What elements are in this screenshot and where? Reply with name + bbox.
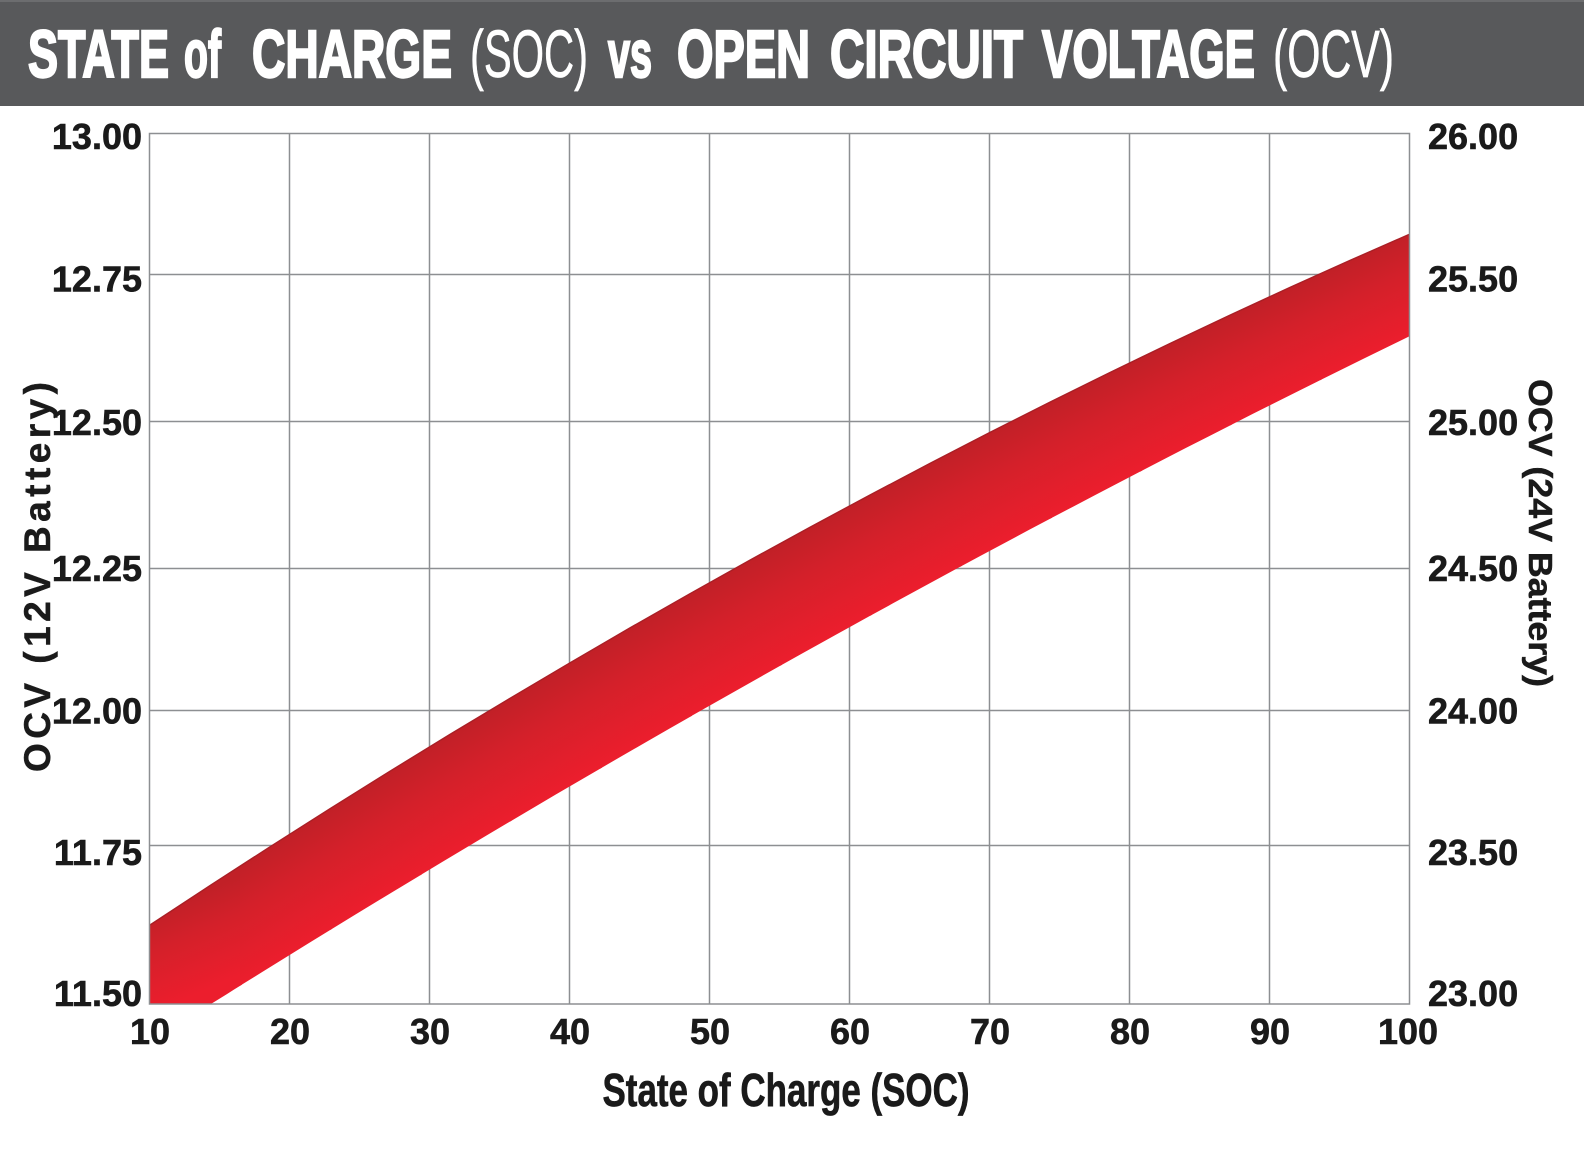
svg-text:CIRCUIT: CIRCUIT [830,17,1023,92]
svg-text:State of Charge (SOC): State of Charge (SOC) [603,1064,970,1116]
svg-text:70: 70 [970,1011,1010,1052]
svg-text:23.50: 23.50 [1428,832,1518,873]
svg-text:(SOC): (SOC) [470,17,588,92]
svg-text:24.50: 24.50 [1428,548,1518,589]
svg-text:30: 30 [410,1011,450,1052]
svg-text:10: 10 [130,1011,170,1052]
svg-text:50: 50 [690,1011,730,1052]
svg-text:60: 60 [830,1011,870,1052]
svg-text:12.00: 12.00 [52,691,142,732]
svg-text:26.00: 26.00 [1428,116,1518,157]
svg-text:24.00: 24.00 [1428,691,1518,732]
svg-text:VOLTAGE: VOLTAGE [1042,17,1255,92]
svg-text:12.50: 12.50 [52,402,142,443]
svg-text:25.00: 25.00 [1428,402,1518,443]
svg-text:23.00: 23.00 [1428,973,1518,1014]
svg-text:(OCV): (OCV) [1273,17,1394,92]
svg-text:12.75: 12.75 [52,259,142,300]
svg-text:of: of [184,17,221,92]
svg-text:13.00: 13.00 [52,116,142,157]
svg-text:80: 80 [1110,1011,1150,1052]
svg-text:90: 90 [1250,1011,1290,1052]
svg-text:OCV (24V Battery): OCV (24V Battery) [1522,379,1559,687]
svg-text:11.75: 11.75 [54,832,142,873]
svg-text:11.50: 11.50 [54,973,142,1014]
svg-text:STATE: STATE [28,17,169,92]
svg-text:OPEN: OPEN [677,17,810,92]
svg-text:20: 20 [270,1011,310,1052]
svg-text:25.50: 25.50 [1428,259,1518,300]
svg-text:CHARGE: CHARGE [252,17,452,92]
svg-text:OCV (12V Battery): OCV (12V Battery) [17,382,58,772]
svg-text:100: 100 [1378,1011,1438,1052]
svg-text:vs: vs [608,17,652,92]
svg-text:40: 40 [550,1011,590,1052]
svg-text:12.25: 12.25 [52,548,142,589]
